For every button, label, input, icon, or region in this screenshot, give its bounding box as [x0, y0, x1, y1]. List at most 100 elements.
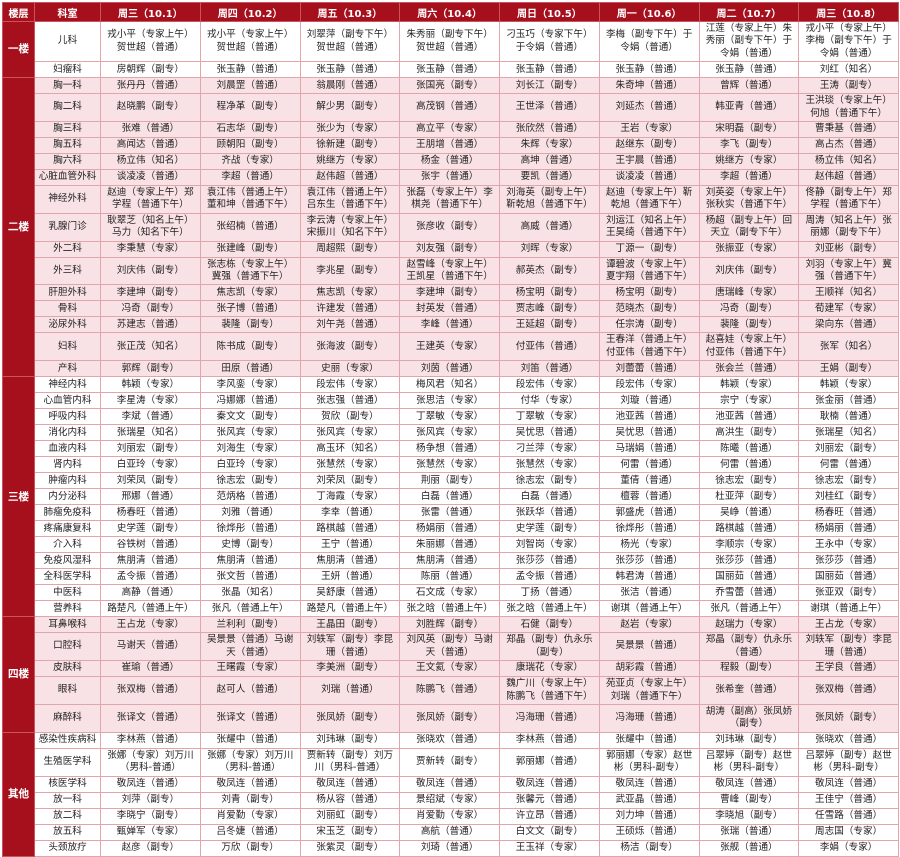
table-row: 妇瘤科 房朝辉（副专） 张玉静（普通） 张玉静（普通） 张玉静（普通） 张玉静（普通） 张玉… [3, 61, 899, 79]
schedule-cell: 张海波（副专） [299, 332, 401, 362]
schedule-cell: 王玉祥（专家） [499, 839, 600, 857]
schedule-cell: 张洁（普通） [598, 584, 700, 602]
schedule-cell: 李美洲（副专） [299, 660, 401, 678]
schedule-cell: 谈凌凌（普通） [100, 169, 201, 187]
schedule-cell: 朱丽娜（普通） [399, 536, 500, 554]
schedule-cell: 高闻达（普通） [100, 137, 201, 155]
schedule-cell: 赵继东（副专） [598, 137, 700, 155]
schedule-cell: 高洪生（副专） [698, 424, 800, 442]
schedule-cell: 刘丽虹（副专） [299, 807, 401, 825]
table-row: 三楼 神经内科 韩颖（专家） 李风銮（专家） 段宏伟（专家） 梅风君（知名） 段宏伟（专家）… [2, 376, 899, 618]
schedule-cell: 封英发（普通） [399, 300, 500, 318]
schedule-cell: 王曙霞（专家） [199, 660, 301, 678]
schedule-cell: 杨娟丽（普通） [798, 520, 899, 538]
schedule-cell: 程毅（副专） [698, 660, 800, 678]
schedule-cell: 张玉静（普通） [399, 61, 500, 79]
dept-name: 胸二科 [34, 93, 101, 123]
schedule-cell: 王硕烁（普通） [598, 823, 700, 841]
schedule-cell: 石文成（专家） [399, 584, 500, 602]
schedule-cell: 谈凌凌（普通） [598, 169, 700, 187]
schedule-cell: 胡彩霞（普通） [598, 660, 700, 678]
schedule-cell: 丁海霞（专家） [299, 488, 401, 506]
schedule-cell: 史博（副专） [199, 536, 301, 554]
schedule-cell: 张译文（普通） [199, 703, 301, 733]
schedule-cell: 张凤娇（副专） [299, 703, 401, 733]
schedule-cell: 赵岩（专家） [598, 616, 700, 634]
dept-name: 消化内科 [34, 424, 101, 442]
schedule-cell: 白磊（普通） [399, 488, 500, 506]
schedule-cell: 朱秀丽（副专下午）贺世超（普通） [399, 20, 500, 63]
schedule-cell: 马谢天（普通） [100, 632, 201, 662]
schedule-cell: 张欣然（普通） [499, 121, 600, 139]
schedule-cell: 梁向东（普通） [798, 316, 899, 334]
header-dept: 科室 [34, 2, 101, 22]
schedule-cell: 杨宝明（副专） [598, 284, 700, 302]
schedule-cell: 王学良（普通） [798, 660, 899, 678]
header-row: 楼层 科室 周三（10.1） 周四（10.2） 周五（10.3） 周六（10.4） 周日… [2, 2, 899, 22]
schedule-cell: 焦朋清（普通） [199, 552, 301, 570]
schedule-cell: 刘长江（副专） [499, 77, 600, 95]
schedule-cell: 乔雪蕾（普通） [698, 584, 800, 602]
schedule-cell: 齐战（专家） [199, 153, 301, 171]
schedule-cell: 张绍楠（普通） [199, 212, 301, 242]
schedule-cell: 赵雪峰（专家上午）王凯星（普通下午） [399, 256, 500, 286]
schedule-cell: 张玉静（普通） [698, 61, 800, 79]
schedule-cell: 景绍斌（专家） [399, 791, 500, 809]
schedule-cell: 王世泽（普通） [499, 93, 600, 123]
dept-name: 外三科 [34, 256, 101, 286]
schedule-cell: 焦志凯（专家） [299, 284, 401, 302]
schedule-cell: 宗宁（专家） [698, 392, 800, 410]
schedule-cell: 张双梅（普通） [798, 676, 899, 705]
schedule-cell: 张紫灵（副专） [299, 839, 401, 857]
schedule-cell: 郭盛虎（普通） [598, 504, 700, 522]
schedule-cell: 李风銮（专家） [199, 376, 301, 394]
schedule-cell: 张振亚（专家） [698, 240, 800, 258]
schedule-cell: 段宏伟（专家） [598, 376, 700, 394]
schedule-cell: 冯海珊（普通） [598, 703, 700, 733]
schedule-cell: 谢琪（普通上午） [598, 600, 700, 618]
schedule-cell: 张莎莎（普通） [798, 552, 899, 570]
schedule-cell: 李峰（普通） [399, 316, 500, 334]
schedule-cell: 张晓欢（普通） [399, 731, 500, 749]
schedule-cell: 陈丽（普通） [399, 568, 500, 586]
schedule-cell: 贾新转（副专）刘万川（男科-普通） [299, 747, 401, 777]
schedule-cell: 顾朝阳（副专） [199, 137, 301, 155]
table-row: 生殖医学科 张娜（专家）刘万川（男科-普通） 张娜（专家）刘万川（男科-普通） 贾新转… [3, 747, 899, 777]
schedule-cell: 房朝辉（副专） [100, 61, 201, 79]
schedule-cell: 刘晨罡（普通） [199, 77, 301, 95]
schedule-cell: 张思洁（专家） [399, 392, 500, 410]
schedule-cell: 高坤（普通） [499, 153, 600, 171]
schedule-cell: 刘青（副专） [199, 791, 301, 809]
dept-name: 麻醉科 [34, 703, 101, 733]
schedule-cell: 张馨元（普通） [499, 791, 600, 809]
schedule-cell: 吕翠婷（副专）赵世彬（男科-副专） [798, 747, 899, 777]
table-row: 呼吸内科 李斌（普通） 秦文文（副专） 贺欣（副专） 丁翠敏（专家） 丁翠敏（专家） 池亚茜… [3, 408, 899, 426]
schedule-cell: 赵可人（普通） [199, 676, 301, 705]
table-row: 消化内科 张瑞星（知名） 张风宾（专家） 张风宾（专家） 张风宾（专家） 吴忧思（普通）吴… [3, 424, 899, 442]
schedule-cell: 朱奇坤（普通） [598, 77, 700, 95]
dept-name: 心脏血管外科 [34, 169, 101, 187]
table-row: 其他 感染性疾病科 李林燕（普通） 张耀中（普通） 刘玮琳（副专） 张晓欢（普通） 李林燕（… [2, 731, 899, 857]
table-row: 介入科 谷铁树（普通） 史博（副专） 王宁（普通） 朱丽娜（普通） 刘智岗（专家） 杨光（专… [3, 536, 899, 554]
schedule-cell: 王娟（副专） [798, 360, 899, 378]
dept-name: 乳腺门诊 [34, 212, 101, 242]
schedule-cell: 敬凤连（普通） [199, 775, 301, 793]
schedule-cell: 刘晖（专家） [499, 240, 600, 258]
schedule-cell: 刘红（知名） [798, 61, 899, 79]
schedule-cell: 刘瑞（普通） [299, 676, 401, 705]
schedule-cell: 冯奇（副专） [698, 300, 800, 318]
schedule-cell: 王涛（副专） [798, 77, 899, 95]
schedule-cell: 刘桂红（副专） [798, 488, 899, 506]
table-row: 内分泌科 邢娜（普通） 范炳格（普通） 丁海霞（专家） 白磊（普通） 白磊（普通） 檀蓉（普… [3, 488, 899, 506]
schedule-cell: 王洪琰（专家上午）何旭（普通下午） [798, 93, 899, 123]
schedule-cell: 白亚玲（专家） [199, 456, 301, 474]
dept-name: 心血管内科 [34, 392, 101, 410]
schedule-cell: 张玉静（普通） [499, 61, 600, 79]
schedule-cell: 路楚凡（普通上午） [100, 600, 201, 618]
schedule-cell: 刁玉巧（专家下午）于令娟（普通） [499, 20, 600, 63]
schedule-cell: 敬凤连（普通） [798, 775, 899, 793]
schedule-cell: 裴隆（副专） [199, 316, 301, 334]
schedule-cell: 付亚伟（普通） [499, 332, 600, 362]
schedule-cell: 赵晓鹏（副专） [100, 93, 201, 123]
schedule-cell: 刘丽宏（副专） [100, 440, 201, 458]
